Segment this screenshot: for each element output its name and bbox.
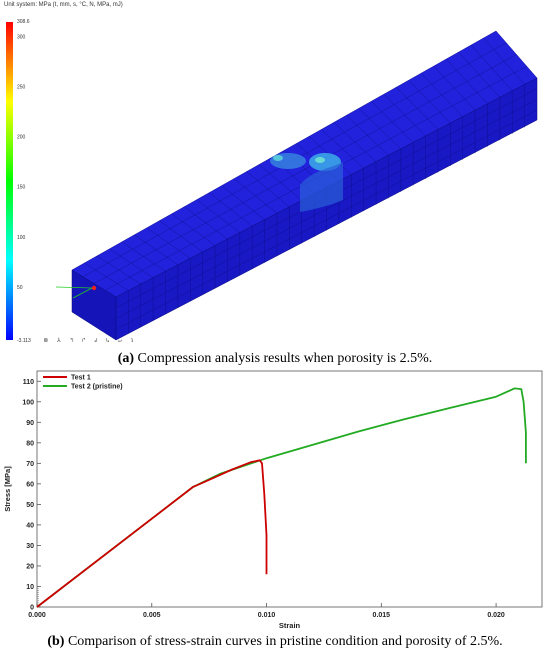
view-fit-icon[interactable]: ⊠ [44, 337, 48, 344]
legend-label: Test 2 (pristine) [71, 384, 123, 391]
y-tick-label: 90 [26, 420, 34, 427]
axis-x [55, 286, 93, 289]
stress-band [300, 162, 343, 212]
x-tick-label: 0.005 [143, 612, 161, 619]
unit-system-label: Unit system: MPa (t, mm, s, °C, N, MPa, … [4, 2, 123, 8]
view-top-icon[interactable]: ↵ [118, 337, 122, 344]
axis-z [72, 287, 93, 299]
fem-view: 308.6 300 250 200 150 100 50 -3.113 [6, 19, 538, 344]
stress-hotspot [273, 155, 283, 161]
series-line-1 [36, 459, 268, 608]
y-tick-label: 40 [26, 522, 34, 529]
mesh-line [93, 54, 517, 284]
y-tick-label: 70 [26, 461, 34, 468]
colorbar-max-label: 308.6 [17, 19, 30, 25]
y-tick-label: 30 [26, 543, 34, 550]
y-axis-label: Stress [MPa] [3, 466, 12, 512]
caption-b: (b) Comparison of stress-strain curves i… [0, 634, 550, 650]
mesh-line [115, 99, 538, 319]
colorbar-tick-label: 250 [17, 85, 26, 91]
y-tick-label: 60 [26, 481, 34, 488]
y-tick-label: 20 [26, 563, 34, 570]
stress-hotspot [270, 153, 306, 169]
beam-mesh [55, 30, 538, 341]
view-right-icon[interactable]: ↳ [106, 337, 110, 344]
view-back-icon[interactable]: ↱ [82, 337, 86, 344]
y-tick-label: 10 [26, 584, 34, 591]
caption-b-label: (b) [47, 634, 65, 649]
chart-svg: 0.000 0.005 0.010 0.015 0.020 0 10 20 30 40 50 60 70… [3, 370, 543, 630]
x-tick-label: 0.010 [258, 612, 276, 619]
colorbar-tick-label: 50 [17, 285, 23, 291]
axes-icon[interactable]: ⅄ [57, 337, 61, 344]
colorbar-min-label: -3.113 [17, 338, 31, 344]
stress-strain-chart: 0.000 0.005 0.010 0.015 0.020 0 10 20 30 40 50 60 70… [0, 367, 550, 632]
colorbar-tick-label: 200 [17, 135, 26, 141]
caption-a-label: (a) [117, 351, 135, 366]
plot-frame [36, 370, 543, 608]
y-tick-label: 80 [26, 440, 34, 447]
colorbar-tick-label: 100 [17, 235, 26, 241]
colorbar [6, 22, 13, 340]
colorbar-tick-label: 150 [17, 185, 26, 191]
caption-b-text: Comparison of stress-strain curves in pr… [64, 634, 503, 649]
y-tick-label: 50 [26, 502, 34, 509]
x-tick-label: 0.000 [28, 612, 46, 619]
view-bottom-icon[interactable]: ↴ [130, 337, 134, 344]
view-front-icon[interactable]: ↰ [70, 337, 74, 344]
y-tick-label: 100 [22, 399, 34, 406]
fem-result-panel: 308.6 300 250 200 150 100 50 -3.113 Unit syst… [4, 2, 538, 344]
view-left-icon[interactable]: ↲ [94, 337, 98, 344]
origin-marker [91, 285, 97, 291]
x-axis-label: Strain [279, 621, 301, 630]
colorbar-tick-label: 300 [17, 35, 26, 41]
legend-label: Test 1 [71, 375, 91, 382]
caption-a: (a) Compression analysis results when po… [0, 351, 550, 367]
x-tick-label: 0.015 [373, 612, 391, 619]
stress-hotspot [315, 157, 325, 163]
caption-a-text: Compression analysis results when porosi… [134, 351, 433, 366]
y-tick-label: 110 [23, 379, 34, 386]
y-tick-label: 0 [30, 605, 34, 612]
mesh-line [115, 110, 538, 330]
x-tick-label: 0.020 [487, 612, 505, 619]
